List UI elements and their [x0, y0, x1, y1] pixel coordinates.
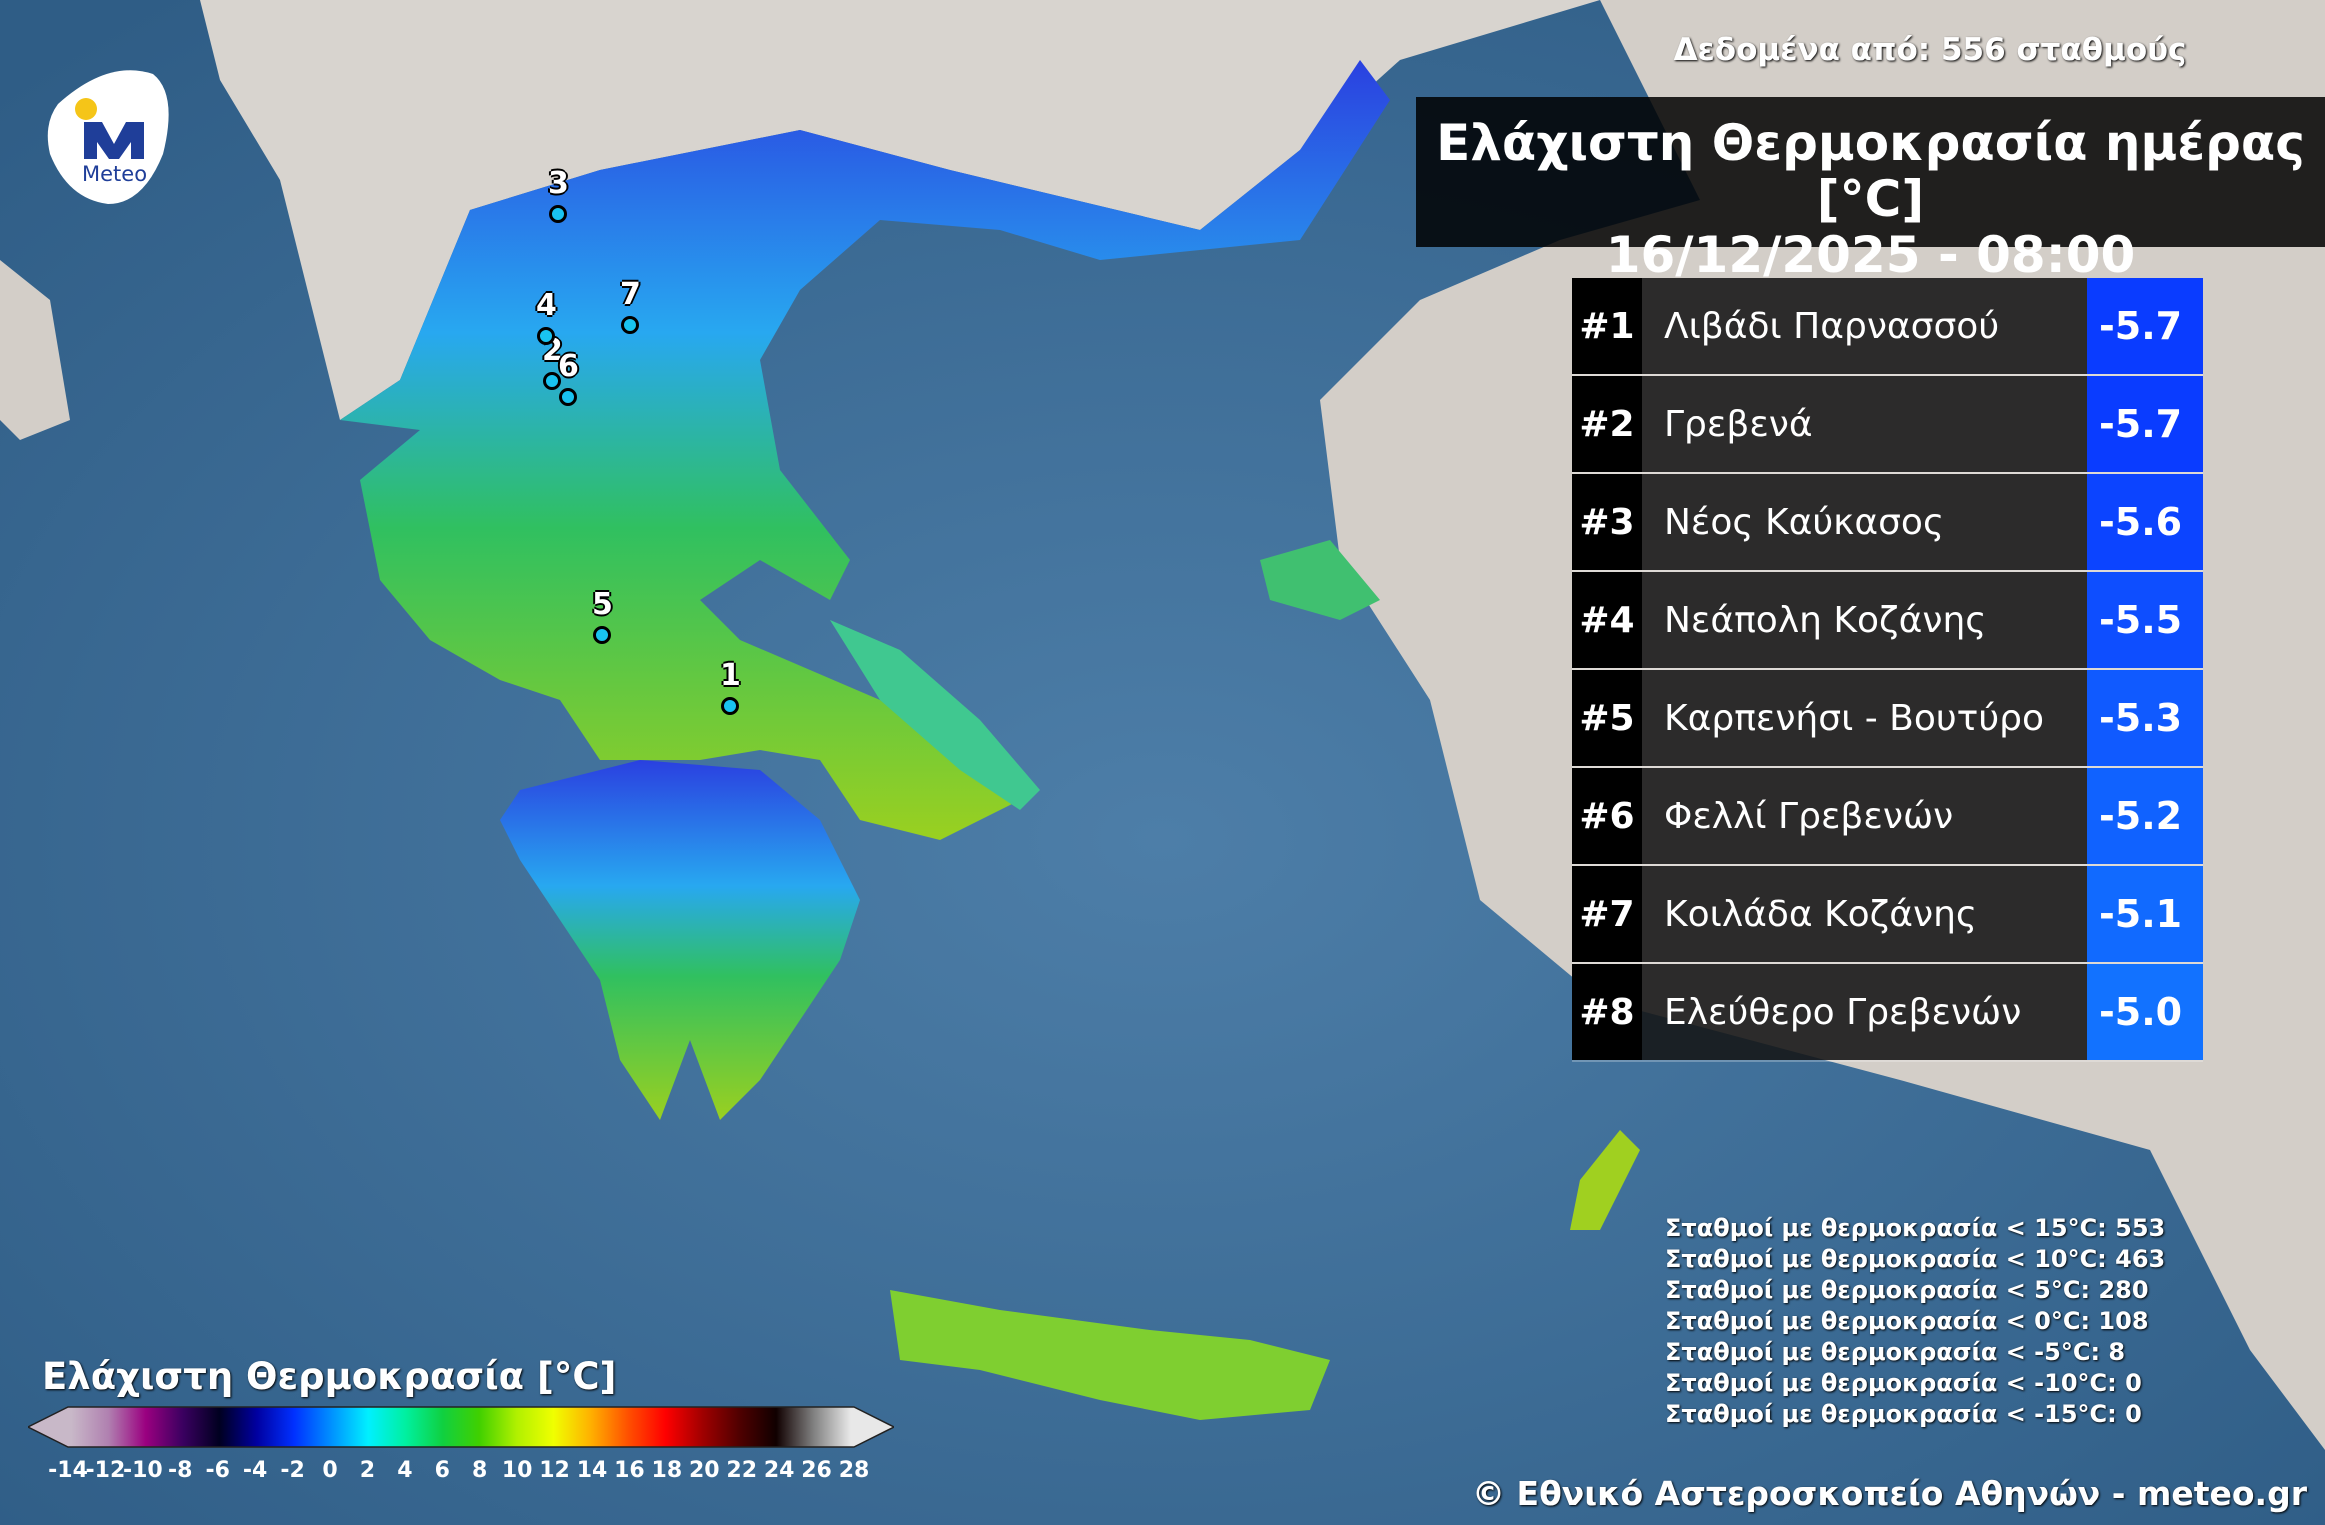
station-dot[interactable] — [721, 697, 739, 715]
stat-line: Σταθμοί με θερμοκρασία < -10°C: 0 — [1665, 1369, 2142, 1397]
temperature-value: -5.0 — [2087, 964, 2203, 1060]
colorbar — [28, 1406, 894, 1448]
station-dot[interactable] — [593, 626, 611, 644]
stat-line: Σταθμοί με θερμοκρασία < 0°C: 108 — [1665, 1307, 2149, 1335]
tick-label: 0 — [322, 1458, 338, 1483]
station-name: Νέος Καύκασος — [1642, 474, 2087, 570]
copyright: © Εθνικό Αστεροσκοπείο Αθηνών - meteo.gr — [1472, 1474, 2307, 1513]
station-rank-label: 5 — [592, 587, 613, 622]
station-rank-label: 7 — [620, 277, 641, 312]
land-italy — [0, 260, 70, 440]
tick-label: 20 — [688, 1458, 720, 1483]
tick-label: 22 — [726, 1458, 758, 1483]
tick-label: -14 — [48, 1458, 88, 1483]
station-dot[interactable] — [559, 388, 577, 406]
land-rhodes — [1570, 1130, 1640, 1230]
rank: #4 — [1572, 572, 1642, 668]
ranking-row: #4 Νεάπολη Κοζάνης -5.5 — [1572, 572, 2203, 670]
temperature-value: -5.6 — [2087, 474, 2203, 570]
stat-line: Σταθμοί με θερμοκρασία < 10°C: 463 — [1665, 1245, 2166, 1273]
land-evia — [830, 620, 1040, 810]
stat-line: Σταθμοί με θερμοκρασία < 15°C: 553 — [1665, 1214, 2166, 1242]
land-greece-mainland — [340, 60, 1390, 840]
station-name: Γρεβενά — [1642, 376, 2087, 472]
logo-text: Meteo — [82, 162, 148, 186]
station-stats: Σταθμοί με θερμοκρασία < 15°C: 553 Σταθμο… — [1665, 1213, 2165, 1430]
tick-label: 10 — [501, 1458, 533, 1483]
tick-label: 28 — [838, 1458, 870, 1483]
rank: #7 — [1572, 866, 1642, 962]
station-dot[interactable] — [621, 316, 639, 334]
station-name: Καρπενήσι - Βουτύρο — [1642, 670, 2087, 766]
tick-label: -4 — [242, 1458, 268, 1483]
land-lesvos — [1260, 540, 1380, 620]
ranking-row: #2 Γρεβενά -5.7 — [1572, 376, 2203, 474]
tick-label: 26 — [801, 1458, 832, 1483]
tick-label: -12 — [85, 1458, 126, 1483]
land-peloponnese — [500, 760, 860, 1120]
station-dot[interactable] — [537, 327, 555, 345]
title-box: Ελάχιστη Θερμοκρασία ημέρας [°C] 16/12/2… — [1416, 97, 2325, 283]
temperature-value: -5.5 — [2087, 572, 2203, 668]
station-dot[interactable] — [549, 205, 567, 223]
tick-label: -6 — [205, 1458, 230, 1483]
tick-label: 24 — [763, 1458, 795, 1483]
station-name: Ελεύθερο Γρεβενών — [1642, 964, 2087, 1060]
tick-label: 6 — [434, 1458, 450, 1483]
tick-label: 14 — [576, 1458, 608, 1483]
station-rank-label: 3 — [548, 166, 569, 201]
temperature-value: -5.7 — [2087, 376, 2203, 472]
tick-label: 12 — [539, 1458, 570, 1483]
station-name: Λιβάδι Παρνασσού — [1642, 278, 2087, 374]
temperature-value: -5.3 — [2087, 670, 2203, 766]
rank: #8 — [1572, 964, 1642, 1060]
tick-label: -8 — [168, 1458, 193, 1483]
rank: #6 — [1572, 768, 1642, 864]
ranking-row: #5 Καρπενήσι - Βουτύρο -5.3 — [1572, 670, 2203, 768]
station-name: Νεάπολη Κοζάνης — [1642, 572, 2087, 668]
colorbar-ticks: -14 -12 -10 -8 -6 -4 -2 0 2 4 6 8 10 12 14 16 18 20 22 24 26… — [28, 1458, 894, 1488]
rank: #2 — [1572, 376, 1642, 472]
ranking-row: #6 Φελλί Γρεβενών -5.2 — [1572, 768, 2203, 866]
tick-label: 8 — [472, 1458, 488, 1483]
rank: #5 — [1572, 670, 1642, 766]
rank: #3 — [1572, 474, 1642, 570]
map-title: Ελάχιστη Θερμοκρασία ημέρας [°C] — [1436, 114, 2305, 228]
land-crete — [890, 1290, 1330, 1420]
station-dot[interactable] — [543, 372, 561, 390]
tick-label: 4 — [397, 1458, 413, 1483]
meteo-logo-icon — [47, 70, 169, 204]
legend-title: Ελάχιστη Θερμοκρασία [°C] — [42, 1355, 617, 1398]
data-source-label: Δεδομένα από: 556 σταθμούς — [1673, 32, 2187, 68]
ranking-row: #7 Κοιλάδα Κοζάνης -5.1 — [1572, 866, 2203, 964]
land-balkans — [200, 0, 1600, 420]
map-datetime: 16/12/2025 - 08:00 — [1605, 226, 2136, 284]
station-rank-label: 4 — [536, 288, 557, 323]
tick-label: -2 — [280, 1458, 305, 1483]
tick-label: 16 — [614, 1458, 645, 1483]
ranking-row: #3 Νέος Καύκασος -5.6 — [1572, 474, 2203, 572]
tick-label: -10 — [122, 1458, 163, 1483]
ranking-row: #1 Λιβάδι Παρνασσού -5.7 — [1572, 278, 2203, 376]
tick-label: 2 — [359, 1458, 376, 1483]
meteo-logo: Meteo — [38, 64, 172, 214]
tick-label: 18 — [651, 1458, 683, 1483]
rank: #1 — [1572, 278, 1642, 374]
ranking-row: #8 Ελεύθερο Γρεβενών -5.0 — [1572, 964, 2203, 1062]
station-name: Κοιλάδα Κοζάνης — [1642, 866, 2087, 962]
stat-line: Σταθμοί με θερμοκρασία < -5°C: 8 — [1665, 1338, 2126, 1366]
temperature-value: -5.1 — [2087, 866, 2203, 962]
station-name: Φελλί Γρεβενών — [1642, 768, 2087, 864]
station-rank-label: 6 — [558, 349, 579, 384]
ranking-table: #1 Λιβάδι Παρνασσού -5.7 #2 Γρεβενά -5.7 #3 Νέο… — [1572, 278, 2203, 1062]
stat-line: Σταθμοί με θερμοκρασία < -15°C: 0 — [1665, 1400, 2142, 1428]
stat-line: Σταθμοί με θερμοκρασία < 5°C: 280 — [1665, 1276, 2149, 1304]
temperature-value: -5.2 — [2087, 768, 2203, 864]
temperature-value: -5.7 — [2087, 278, 2203, 374]
station-rank-label: 1 — [720, 658, 741, 693]
